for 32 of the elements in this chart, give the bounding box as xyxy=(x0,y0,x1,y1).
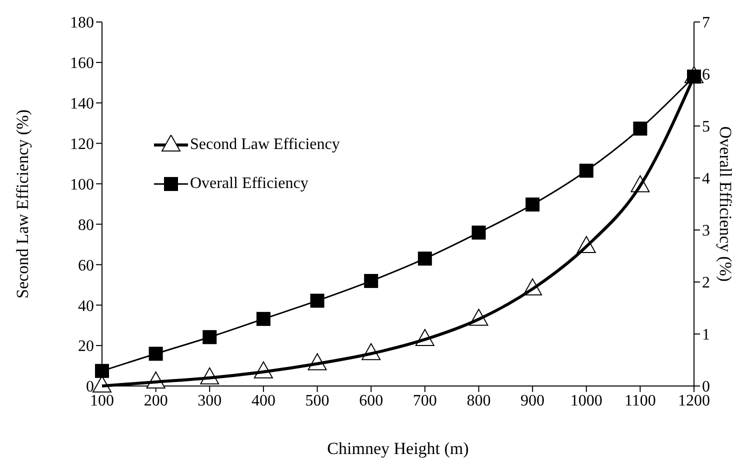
x-tick-label: 400 xyxy=(251,392,276,410)
y2-tick-label: 5 xyxy=(702,118,710,136)
y2-tick-label: 2 xyxy=(702,274,710,292)
x-tick-label: 800 xyxy=(466,392,491,410)
legend-label: Second Law Efficiency xyxy=(190,136,340,154)
x-tick-label: 1000 xyxy=(570,392,602,410)
y2-tick-label: 6 xyxy=(702,66,710,84)
y2-tick-label: 1 xyxy=(702,326,710,344)
point xyxy=(95,364,109,378)
x-tick-label: 600 xyxy=(359,392,384,410)
x-tick-label: 900 xyxy=(520,392,545,410)
y-tick-label: 80 xyxy=(78,216,94,234)
y2-tick-label: 7 xyxy=(702,14,710,32)
y2-tick-label: 3 xyxy=(702,222,710,240)
x-axis-title: Chimney Height (m) xyxy=(327,439,469,458)
x-tick-label: 500 xyxy=(305,392,330,410)
y-tick-label: 140 xyxy=(70,96,94,113)
y-tick-label: 160 xyxy=(70,55,94,72)
y2-axis-title: Overall Efficiency (%) xyxy=(715,126,735,282)
y-axis-title: Second Law Efficiency (%) xyxy=(13,110,32,298)
x-tick-label: 300 xyxy=(198,392,222,410)
y-tick-label: 20 xyxy=(78,338,94,356)
y-tick-label: 60 xyxy=(78,257,94,274)
y2-tick-label: 4 xyxy=(702,170,710,188)
y-tick-label: 120 xyxy=(70,136,94,154)
y-tick-label: 100 xyxy=(70,176,94,194)
y-tick-label: 180 xyxy=(70,14,94,32)
x-tick-label: 700 xyxy=(412,392,437,410)
legend-label: Overall Efficiency xyxy=(190,174,308,192)
x-tick-label: 1100 xyxy=(624,392,656,410)
x-tick-label: 200 xyxy=(144,392,168,410)
y-tick-label: 40 xyxy=(78,298,94,315)
